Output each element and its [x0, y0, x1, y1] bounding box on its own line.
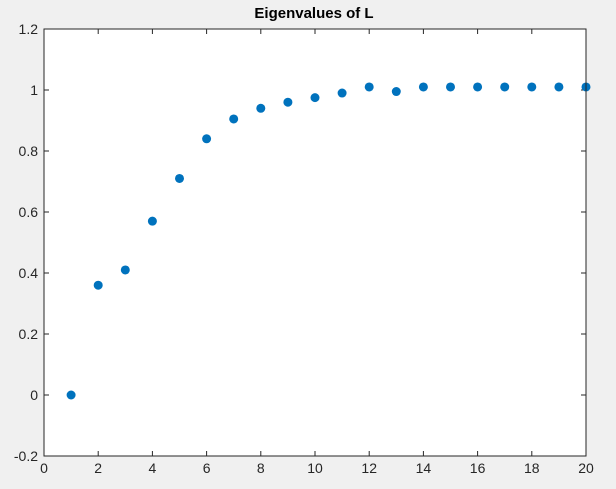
data-point — [500, 82, 510, 92]
y-tick-label: 0.8 — [19, 143, 39, 159]
data-point — [473, 82, 483, 92]
y-tick-label: 0.2 — [19, 326, 39, 342]
data-point — [93, 280, 103, 290]
data-point — [391, 87, 401, 97]
y-tick-label: 0.4 — [19, 265, 39, 281]
x-tick-label: 6 — [203, 460, 211, 476]
y-axis-ticks: -0.2 0 0.2 0.4 0.6 0.8 1 1.2 — [14, 21, 586, 464]
y-tick-label: 1.2 — [19, 21, 39, 37]
data-point — [364, 82, 374, 92]
data-point — [418, 82, 428, 92]
x-tick-label: 14 — [416, 460, 432, 476]
x-tick-label: 0 — [40, 460, 48, 476]
axes-frame — [43, 28, 587, 457]
x-tick-label: 10 — [307, 460, 323, 476]
y-tick-label: 1 — [30, 82, 38, 98]
data-point — [446, 82, 455, 92]
data-point — [120, 265, 130, 275]
chart-title: Eigenvalues of L — [254, 5, 373, 22]
x-tick-label: 20 — [578, 460, 594, 476]
data-point — [202, 134, 212, 144]
y-tick-label: 0.6 — [19, 204, 39, 220]
y-tick-label: 0 — [30, 387, 38, 403]
x-axis-ticks: 0 2 4 6 8 10 12 14 16 18 20 — [40, 29, 594, 476]
x-tick-label: 2 — [94, 460, 102, 476]
data-point — [66, 390, 76, 400]
y-tick-label: -0.2 — [14, 448, 38, 464]
data-point — [147, 216, 157, 226]
data-point — [554, 82, 564, 92]
axes-background — [44, 29, 586, 456]
data-points — [66, 82, 591, 400]
data-point — [175, 173, 184, 183]
x-tick-label: 16 — [470, 460, 486, 476]
x-tick-label: 8 — [257, 460, 265, 476]
data-point — [337, 88, 347, 98]
data-point — [229, 114, 239, 124]
data-point — [310, 93, 320, 103]
data-point — [283, 97, 293, 107]
x-tick-label: 12 — [361, 460, 377, 476]
data-point — [527, 82, 537, 92]
x-tick-label: 18 — [524, 460, 540, 476]
data-point — [256, 103, 266, 113]
x-tick-label: 4 — [149, 460, 157, 476]
